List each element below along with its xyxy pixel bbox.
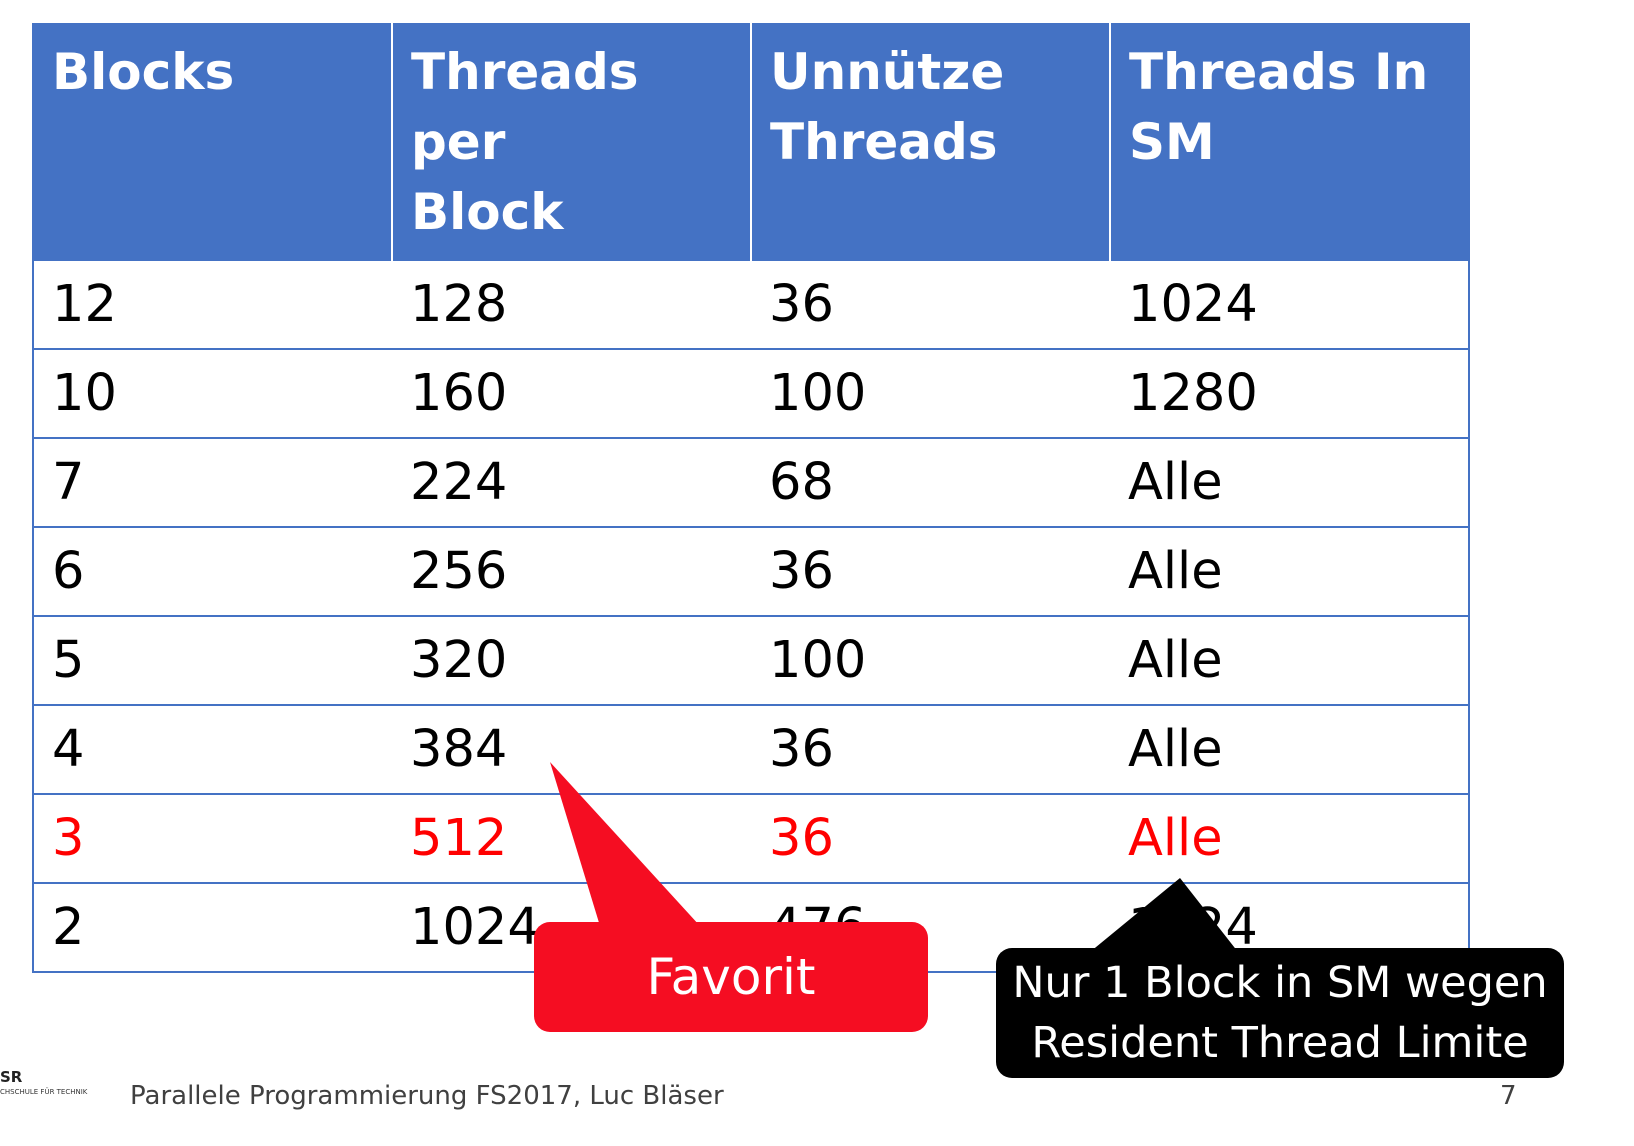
footer-text: Parallele Programmierung FS2017, Luc Blä… <box>130 1081 724 1111</box>
cell-unused-threads: 36 <box>751 793 1110 883</box>
cell-threads-per-block: 128 <box>392 259 751 349</box>
header-line: Threads <box>770 113 998 171</box>
cell-threads-per-block: 160 <box>392 348 751 438</box>
table-row: 10 160 100 1280 <box>33 348 1469 438</box>
cell-blocks: 10 <box>33 348 392 438</box>
note-line: Resident Thread Limite <box>1031 1018 1529 1068</box>
favorite-callout: Favorit <box>534 922 928 1032</box>
cell-threads-per-block: 384 <box>392 704 751 794</box>
table-row: 6 256 36 Alle <box>33 526 1469 616</box>
cell-unused-threads: 100 <box>751 615 1110 705</box>
threads-table: Blocks Threads per Block Unnütze Threads… <box>32 23 1470 973</box>
table-row: 12 128 36 1024 <box>33 259 1469 349</box>
cell-threads-in-sm: Alle <box>1110 615 1469 705</box>
cell-unused-threads: 100 <box>751 348 1110 438</box>
page-number: 7 <box>1500 1081 1517 1111</box>
cell-blocks: 7 <box>33 437 392 527</box>
cell-unused-threads: 36 <box>751 704 1110 794</box>
cell-threads-in-sm: Alle <box>1110 793 1469 883</box>
favorite-callout-label: Favorit <box>646 948 816 1006</box>
header-line: Threads per <box>411 43 639 171</box>
header-threads-in-sm: Threads In SM <box>1109 24 1469 260</box>
header-blocks-label: Blocks <box>52 43 235 101</box>
cell-threads-per-block: 512 <box>392 793 751 883</box>
school-logo: SR <box>0 1068 23 1086</box>
cell-threads-per-block: 256 <box>392 526 751 616</box>
cell-blocks: 12 <box>33 259 392 349</box>
cell-blocks: 3 <box>33 793 392 883</box>
table-row-highlighted: 3 512 36 Alle <box>33 793 1469 883</box>
header-blocks: Blocks <box>33 24 392 260</box>
header-line: Threads In <box>1129 43 1429 101</box>
header-line: SM <box>1129 113 1215 171</box>
cell-blocks: 2 <box>33 882 392 972</box>
cell-threads-in-sm: Alle <box>1110 704 1469 794</box>
header-line: Block <box>411 183 564 241</box>
table-header-row: Blocks Threads per Block Unnütze Threads… <box>33 24 1469 260</box>
cell-unused-threads: 36 <box>751 526 1110 616</box>
header-threads-per-block: Threads per Block <box>391 24 751 260</box>
header-unused-threads: Unnütze Threads <box>750 24 1110 260</box>
cell-threads-in-sm: 1280 <box>1110 348 1469 438</box>
note-line: Nur 1 Block in SM wegen <box>1012 958 1548 1008</box>
cell-threads-in-sm: Alle <box>1110 437 1469 527</box>
cell-threads-per-block: 224 <box>392 437 751 527</box>
cell-threads-in-sm: Alle <box>1110 526 1469 616</box>
cell-threads-in-sm: 1024 <box>1110 259 1469 349</box>
school-logo-subtitle: CHSCHULE FÜR TECHNIK <box>0 1088 88 1096</box>
table-row: 7 224 68 Alle <box>33 437 1469 527</box>
header-line: Unnütze <box>770 43 1005 101</box>
cell-blocks: 6 <box>33 526 392 616</box>
cell-blocks: 5 <box>33 615 392 705</box>
resident-limit-callout: Nur 1 Block in SM wegen Resident Thread … <box>996 948 1564 1078</box>
cell-blocks: 4 <box>33 704 392 794</box>
cell-unused-threads: 36 <box>751 259 1110 349</box>
cell-unused-threads: 68 <box>751 437 1110 527</box>
table-row: 5 320 100 Alle <box>33 615 1469 705</box>
table-row: 4 384 36 Alle <box>33 704 1469 794</box>
cell-threads-per-block: 320 <box>392 615 751 705</box>
